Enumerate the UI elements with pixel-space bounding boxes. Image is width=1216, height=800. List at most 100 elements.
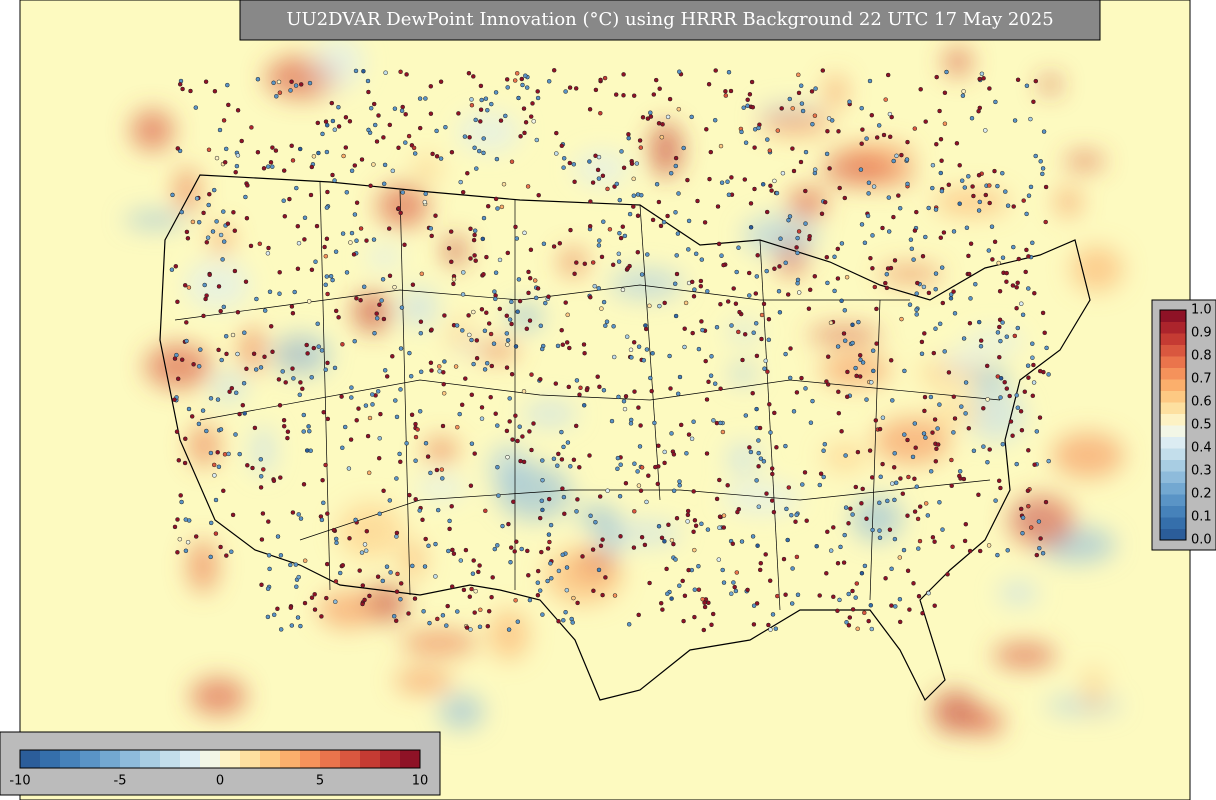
station-dot [261, 467, 266, 472]
station-dot [347, 119, 353, 124]
station-dot [298, 82, 304, 87]
station-dot [605, 488, 610, 493]
station-dot [224, 351, 229, 357]
colorbar-label: 0 [216, 774, 224, 789]
station-dot [213, 497, 219, 503]
station-dot [298, 623, 303, 629]
field-blob [400, 630, 479, 656]
station-dot [587, 107, 593, 112]
station-dot [408, 373, 414, 379]
station-dot [658, 600, 664, 606]
station-dot [648, 110, 653, 115]
station-dot [444, 623, 449, 628]
station-dot [349, 230, 355, 236]
station-dot [985, 459, 990, 465]
station-dot [180, 86, 185, 92]
station-dot [377, 436, 382, 441]
station-dot [649, 388, 654, 394]
station-dot [1030, 240, 1035, 246]
field-blob [337, 503, 404, 559]
station-dot [216, 347, 221, 353]
station-dot [957, 163, 962, 168]
colorbar-swatch [1160, 333, 1186, 345]
station-dot [379, 298, 384, 303]
station-dot [472, 253, 477, 258]
station-dot [179, 499, 184, 505]
station-dot [729, 591, 734, 596]
station-dot [776, 288, 782, 294]
station-dot [196, 219, 202, 225]
station-dot [296, 240, 302, 246]
station-dot [761, 459, 767, 464]
station-dot [874, 341, 879, 346]
station-dot [859, 105, 864, 111]
station-dot [775, 593, 780, 599]
station-dot [902, 368, 907, 374]
station-dot [253, 367, 259, 372]
station-dot [474, 338, 480, 343]
station-dot [495, 543, 500, 548]
field-blob [272, 334, 330, 376]
station-dot [344, 270, 350, 275]
station-dot [504, 313, 510, 319]
station-dot [691, 294, 697, 299]
station-dot [1032, 462, 1037, 467]
station-dot [1033, 153, 1038, 159]
station-dot [446, 548, 451, 554]
station-dot [803, 386, 808, 391]
station-dot [593, 153, 598, 159]
station-dot [268, 324, 274, 329]
station-dot [410, 563, 415, 569]
station-dot [824, 379, 829, 384]
field-blob [522, 401, 577, 427]
station-dot [770, 612, 776, 617]
station-dot [428, 470, 433, 476]
station-dot [822, 441, 828, 447]
field-blob [1055, 187, 1082, 217]
station-dot [871, 184, 877, 189]
colorbar-swatch [1160, 436, 1186, 449]
station-dot [987, 447, 992, 452]
station-dot [305, 351, 310, 356]
station-dot [1014, 393, 1019, 398]
station-dot [571, 457, 577, 463]
station-dot [930, 430, 935, 435]
station-dot [1033, 78, 1039, 84]
station-dot [237, 411, 242, 417]
station-dot [336, 104, 341, 110]
station-dot [1004, 386, 1010, 391]
station-dot [937, 500, 942, 505]
station-dot [766, 316, 772, 322]
station-dot [281, 198, 286, 203]
station-dot [631, 545, 637, 550]
station-dot [1026, 254, 1031, 259]
station-dot [467, 332, 472, 338]
station-dot [514, 71, 520, 76]
station-dot [229, 549, 234, 554]
station-dot [798, 159, 804, 165]
station-dot [600, 173, 606, 179]
station-dot [174, 352, 179, 358]
station-dot [1028, 525, 1034, 530]
station-dot [640, 115, 646, 120]
station-dot [985, 397, 990, 402]
station-dot [693, 251, 699, 257]
station-dot [752, 186, 757, 192]
station-dot [525, 548, 530, 554]
station-dot [343, 115, 349, 120]
station-dot [824, 571, 829, 576]
station-dot [215, 397, 221, 402]
station-dot [1032, 290, 1037, 296]
station-dot [537, 515, 543, 521]
station-dot [911, 257, 916, 262]
station-dot [455, 609, 460, 614]
station-dot [485, 623, 491, 629]
colorbar-swatch [1160, 344, 1186, 357]
station-dot [381, 316, 387, 322]
station-dot [352, 163, 358, 168]
station-dot [920, 253, 926, 259]
station-dot [899, 152, 904, 158]
station-dot [817, 482, 823, 488]
station-dot [1040, 550, 1046, 556]
station-dot [429, 368, 434, 373]
